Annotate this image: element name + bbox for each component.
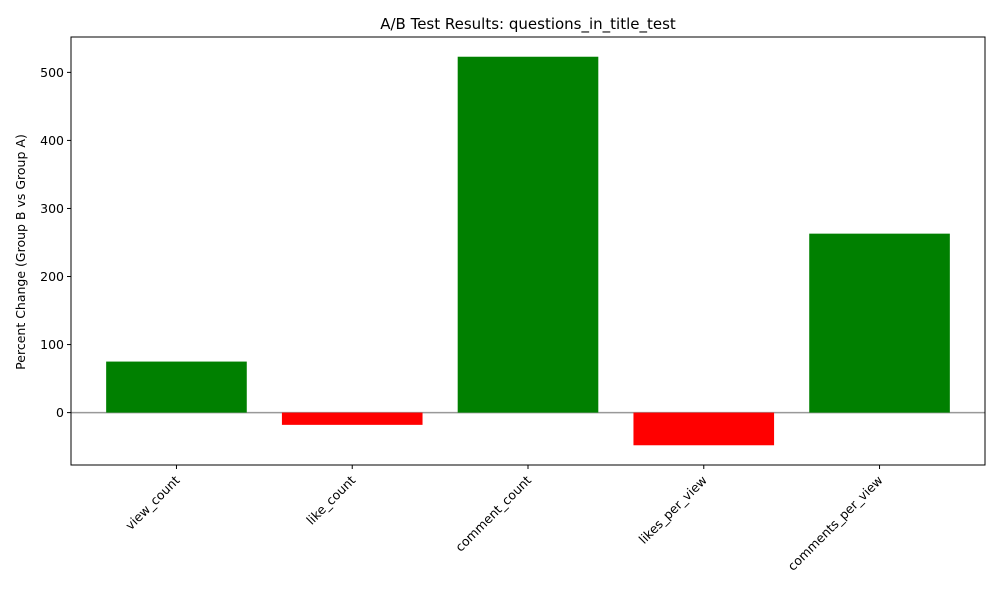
y-tick-label: 300 xyxy=(40,201,64,216)
x-ticks: view_count like_count comment_count likes_p… xyxy=(122,465,886,574)
y-tick-label: 100 xyxy=(40,337,64,352)
x-tick-label: like_count xyxy=(303,472,358,527)
x-tick-label: comments_per_view xyxy=(785,473,886,574)
y-tick-label: 400 xyxy=(40,133,64,148)
y-tick-label: 200 xyxy=(40,269,64,284)
y-axis-label: Percent Change (Group B vs Group A) xyxy=(13,134,28,370)
bars xyxy=(106,56,950,446)
bar-like-count xyxy=(281,412,423,425)
y-tick-label: 500 xyxy=(40,65,64,80)
chart-title: A/B Test Results: questions_in_title_tes… xyxy=(380,15,676,34)
bar-comments-per-view xyxy=(809,233,950,413)
y-ticks: 0 100 200 300 400 500 xyxy=(40,65,71,420)
bar-comment-count xyxy=(457,56,599,413)
bar-view-count xyxy=(106,361,247,413)
bar-likes-per-view xyxy=(633,412,775,446)
plot-frame xyxy=(70,36,986,466)
x-tick-label: view_count xyxy=(122,472,182,532)
x-tick-label: comment_count xyxy=(452,472,534,554)
x-tick-label: likes_per_view xyxy=(636,473,710,547)
y-tick-label: 0 xyxy=(56,405,64,420)
